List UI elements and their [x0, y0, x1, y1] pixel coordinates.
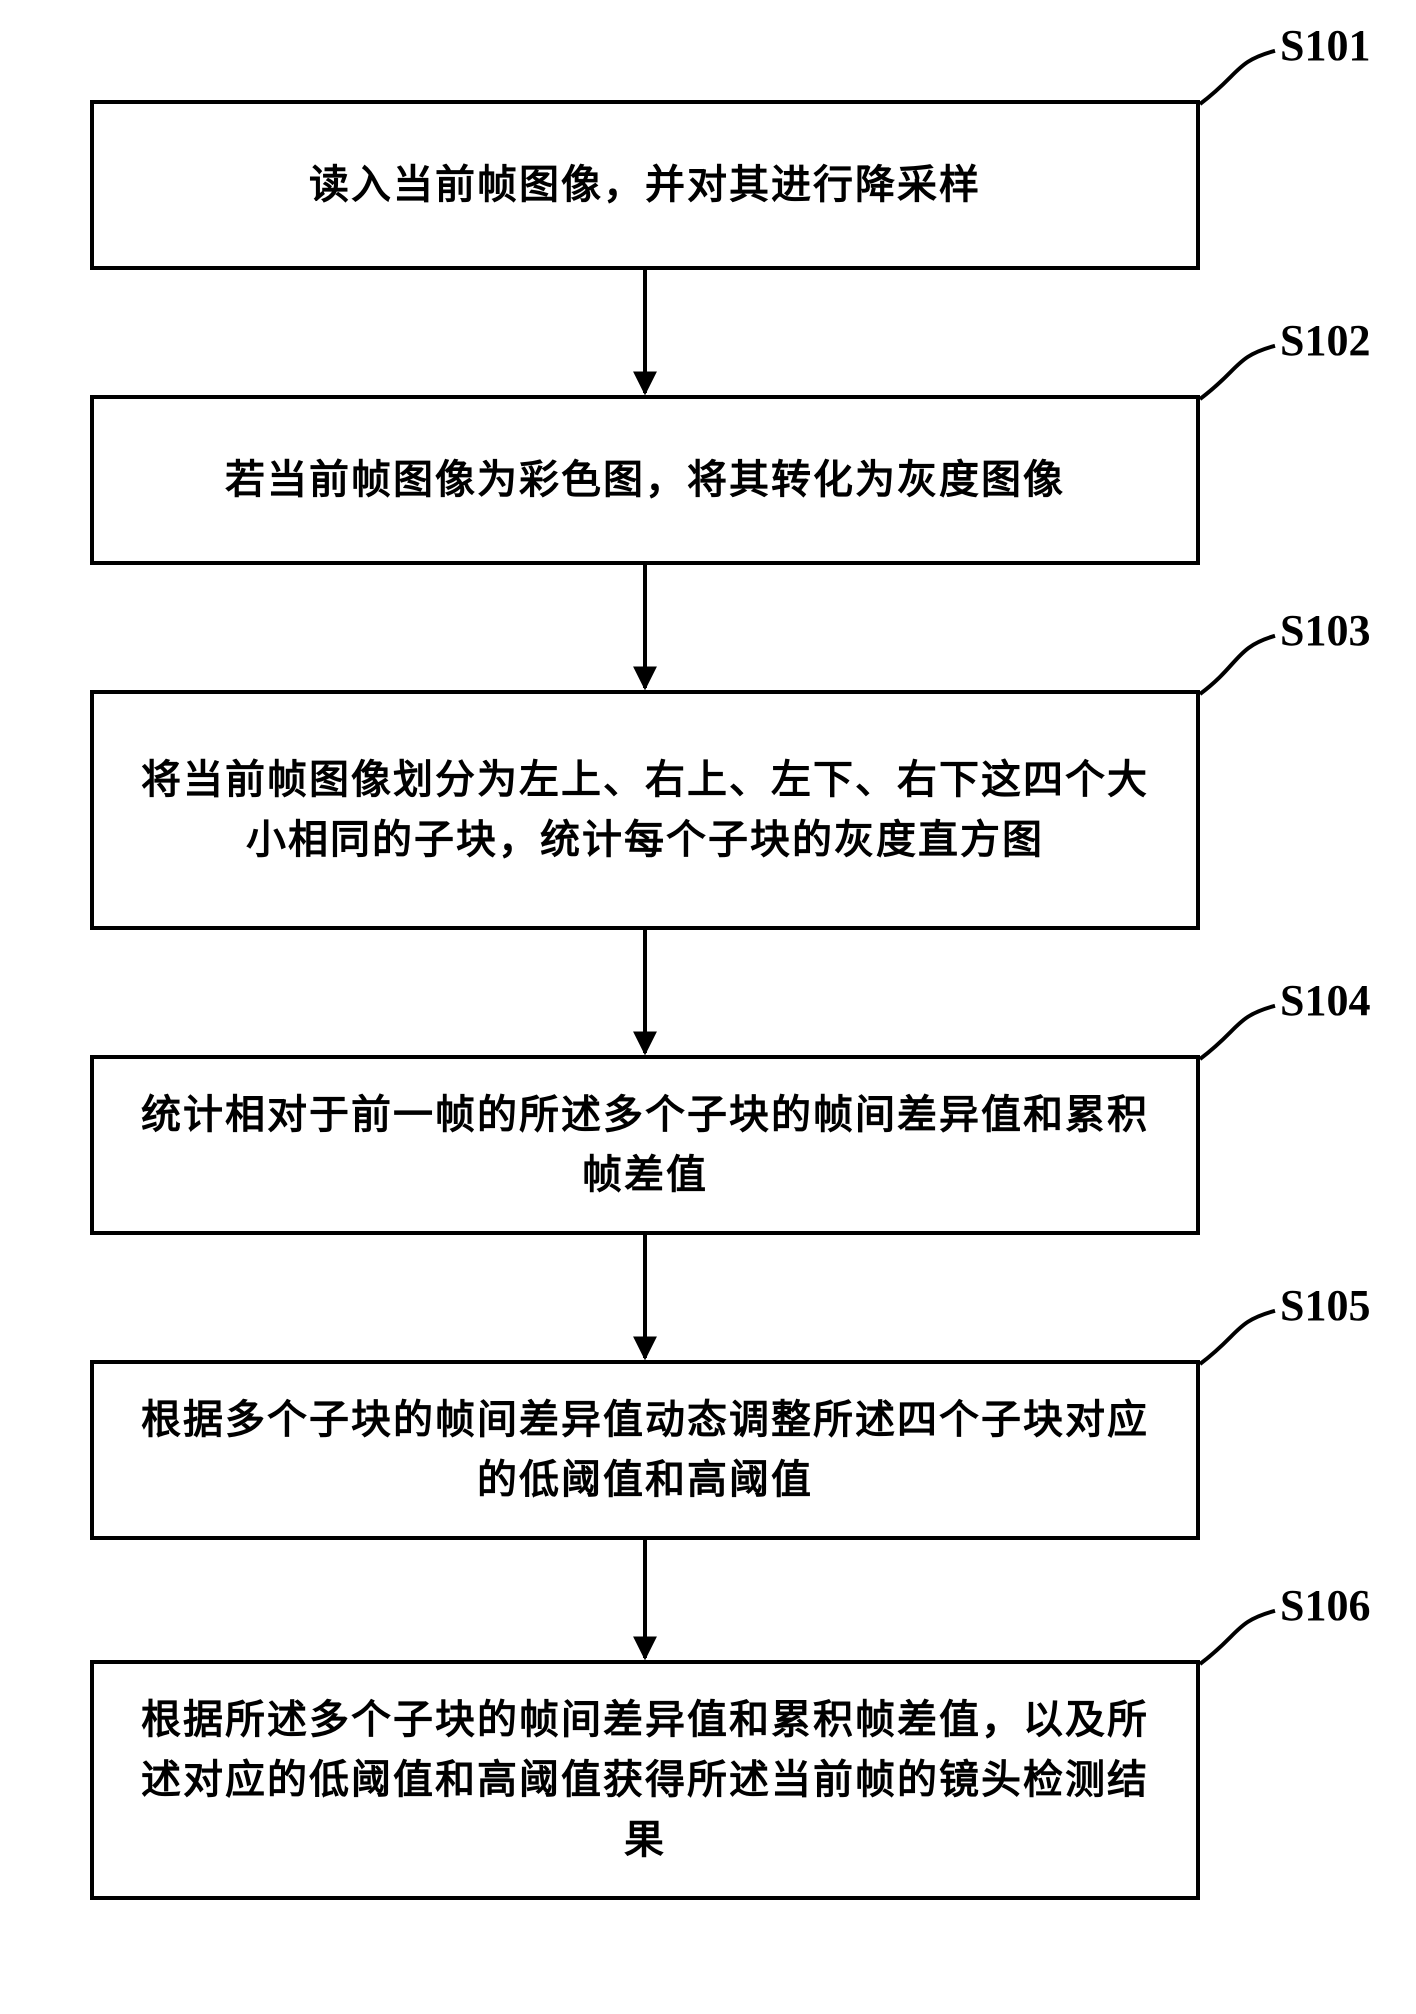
flowchart-step-label: S106	[1280, 1580, 1370, 1631]
flowchart-node-text: 统计相对于前一帧的所述多个子块的帧间差异值和累积帧差值	[124, 1085, 1166, 1205]
flowchart-node: 若当前帧图像为彩色图，将其转化为灰度图像	[90, 395, 1200, 565]
flowchart-node-text: 将当前帧图像划分为左上、右上、左下、右下这四个大小相同的子块，统计每个子块的灰度…	[124, 750, 1166, 870]
flowchart-node-text: 根据所述多个子块的帧间差异值和累积帧差值，以及所述对应的低阈值和高阈值获得所述当…	[124, 1690, 1166, 1870]
flowchart-node: 读入当前帧图像，并对其进行降采样	[90, 100, 1200, 270]
flowchart-step-label: S105	[1280, 1280, 1370, 1331]
flowchart-node: 根据所述多个子块的帧间差异值和累积帧差值，以及所述对应的低阈值和高阈值获得所述当…	[90, 1660, 1200, 1900]
flowchart-node: 将当前帧图像划分为左上、右上、左下、右下这四个大小相同的子块，统计每个子块的灰度…	[90, 690, 1200, 930]
flowchart-node-text: 读入当前帧图像，并对其进行降采样	[309, 155, 981, 215]
flowchart-step-label: S102	[1280, 315, 1370, 366]
flowchart-node-text: 根据多个子块的帧间差异值动态调整所述四个子块对应的低阈值和高阈值	[124, 1390, 1166, 1510]
flowchart-node-text: 若当前帧图像为彩色图，将其转化为灰度图像	[225, 450, 1065, 510]
flowchart-node: 根据多个子块的帧间差异值动态调整所述四个子块对应的低阈值和高阈值	[90, 1360, 1200, 1540]
flowchart-node: 统计相对于前一帧的所述多个子块的帧间差异值和累积帧差值	[90, 1055, 1200, 1235]
flowchart-step-label: S101	[1280, 20, 1370, 71]
flowchart-step-label: S104	[1280, 975, 1370, 1026]
flowchart-step-label: S103	[1280, 605, 1370, 656]
